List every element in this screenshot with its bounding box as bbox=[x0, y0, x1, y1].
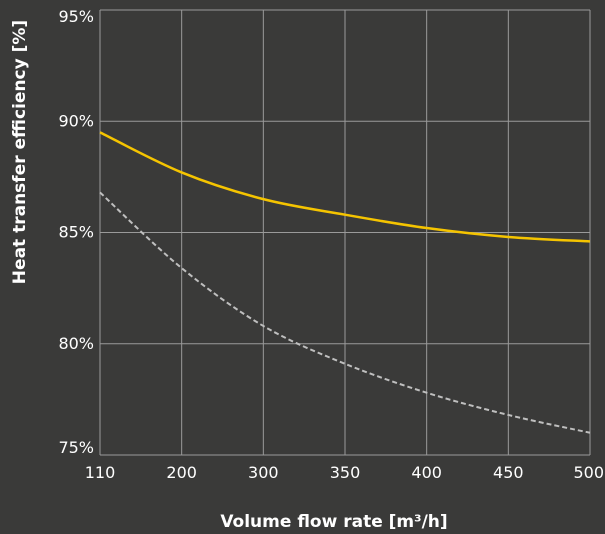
y-tick-labels: 75% 80% 85% 90% 95% bbox=[58, 7, 94, 457]
series-line-1 bbox=[99, 191, 591, 434]
x-tick-label: 450 bbox=[493, 463, 524, 482]
x-tick-label: 400 bbox=[411, 463, 442, 482]
y-tick-label: 85% bbox=[58, 223, 94, 242]
y-tick-label: 95% bbox=[58, 7, 94, 26]
x-tick-labels: 110 200 300 350 400 450 500 bbox=[85, 463, 604, 482]
y-tick-label: 75% bbox=[58, 438, 94, 457]
x-tick-label: 350 bbox=[330, 463, 361, 482]
x-axis-label: Volume flow rate [m³/h] bbox=[220, 512, 447, 532]
grid bbox=[99, 9, 591, 456]
y-axis-label: Heat transfer efficiency [%] bbox=[10, 20, 30, 284]
series-lines bbox=[99, 131, 591, 434]
series-line-0 bbox=[99, 131, 591, 243]
y-tick-label: 90% bbox=[58, 111, 94, 130]
y-tick-label: 80% bbox=[58, 334, 94, 353]
x-tick-label: 110 bbox=[85, 463, 116, 482]
x-tick-label: 200 bbox=[166, 463, 197, 482]
x-tick-label: 500 bbox=[573, 463, 604, 482]
x-tick-label: 300 bbox=[248, 463, 279, 482]
